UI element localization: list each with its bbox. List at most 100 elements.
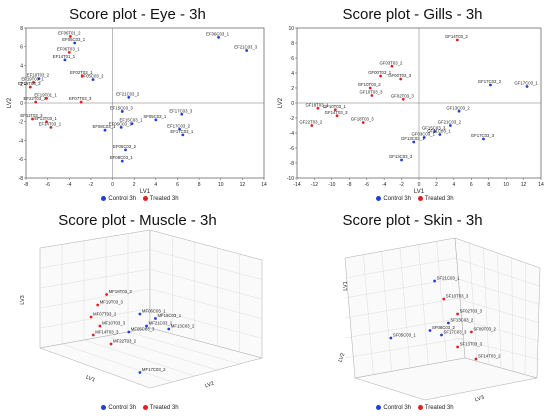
grid-line: [105, 335, 218, 371]
grid-line: [454, 337, 541, 360]
point-label: GF10T03_3: [359, 90, 383, 95]
grid-line: [399, 247, 411, 369]
data-point: [154, 118, 158, 122]
point-label: GF17C03_2: [478, 79, 502, 84]
point-label: GF21C03_1: [427, 129, 451, 134]
legend: Control 3h Treated 3h: [275, 196, 550, 202]
grid-line: [83, 339, 195, 377]
point-label: GF17C03_1: [514, 81, 538, 86]
grid-line: [61, 343, 173, 383]
point-label: MF19T03_3: [100, 300, 124, 305]
legend-treated-marker: [417, 196, 423, 201]
data-point: [470, 330, 473, 334]
data-point: [316, 106, 320, 110]
y-axis-label: LV2: [7, 97, 13, 108]
data-point: [49, 125, 53, 129]
point-label: EF15C03_1: [120, 118, 144, 123]
legend-control-label: Control 3h: [383, 196, 412, 203]
eye-panel: Score plot - Eye - 3h -8 -6 -4 -2 0 2 4 6 8 10 12 1…: [0, 0, 275, 208]
y-tick-label: 8: [20, 26, 23, 32]
legend-control-marker: [101, 405, 107, 410]
grid-line: [381, 251, 392, 372]
y-tick-label: -10: [287, 176, 294, 182]
grid-line: [39, 288, 151, 309]
data-point: [138, 371, 142, 374]
point-label: GF13C03_1: [401, 136, 425, 141]
x-tick-label: -14: [293, 182, 300, 188]
legend-control-marker: [376, 405, 382, 410]
muscle-panel: Score plot - Muscle - 3h LV1 LV3 LV2 MF17C0…: [0, 208, 275, 416]
x-tick-label: -6: [364, 182, 369, 188]
legend-treated-label: Treated 3h: [424, 405, 454, 412]
x-axis-label: LV3: [474, 395, 485, 404]
legend-treated-marker: [417, 405, 423, 410]
point-label: MF15C03_1: [157, 313, 181, 318]
data-point: [80, 74, 84, 78]
x-tick-label: -4: [67, 182, 72, 188]
data-point: [119, 125, 123, 129]
chart-title: Score plot - Eye - 3h: [69, 6, 206, 23]
z-axis-label: LV2: [204, 381, 215, 390]
point-label: EF14T01_1: [53, 54, 76, 59]
y-tick-label: -8: [290, 161, 295, 167]
point-label: GF21C03_2: [438, 120, 462, 125]
point-label: GF17C03_3: [471, 133, 495, 138]
data-point: [105, 293, 108, 296]
data-point: [525, 85, 529, 88]
data-point: [91, 333, 95, 337]
data-point: [68, 35, 72, 38]
data-point: [96, 303, 100, 307]
grid-line: [344, 297, 461, 319]
point-label: GF10T03_2: [358, 82, 382, 87]
data-point: [390, 64, 394, 68]
data-point: [422, 136, 426, 139]
point-label: SF13T03_3: [460, 342, 483, 347]
y-tick-label: 2: [20, 82, 23, 88]
data-point: [178, 127, 182, 131]
x-tick-label: 10: [218, 182, 224, 188]
x-tick-label: -2: [399, 182, 404, 188]
x-tick-label: -10: [328, 182, 335, 188]
grid-line: [149, 269, 263, 300]
point-label: MF06C03_1: [142, 309, 166, 314]
point-label: EF05C03_1: [62, 37, 86, 42]
point-label: SF02T03_3: [460, 309, 483, 314]
data-point: [73, 41, 77, 45]
data-point: [489, 83, 492, 87]
point-label: EF17C03_1: [170, 129, 194, 134]
y-axis-label: LV2: [278, 97, 284, 108]
point-label: EF06T01_2: [58, 30, 81, 35]
x-tick-label: 2: [435, 182, 438, 188]
x-tick-label: 10: [503, 182, 509, 188]
point-label: EF06T03_1: [57, 46, 80, 51]
gills-score-plot: -14 -12 -10 -8 -6 -4 -2 0 2 4 6 8 10 12 14 -10 -8 -6 -4 -2 0…: [278, 26, 544, 195]
point-label: EF15C03_3: [110, 105, 134, 110]
grid-line: [127, 331, 240, 365]
y-tick-label: -2: [19, 120, 24, 126]
data-point: [120, 159, 124, 163]
data-point: [109, 342, 113, 346]
y-tick-label: 6: [291, 56, 294, 62]
data-point: [401, 97, 405, 101]
y-tick-label: 8: [291, 41, 294, 47]
x-tick-label: -2: [89, 182, 94, 188]
data-point: [180, 112, 184, 116]
data-point: [31, 117, 34, 121]
data-point: [440, 333, 443, 337]
legend-control-label: Control 3h: [108, 405, 137, 412]
x-tick-label: -8: [24, 182, 29, 188]
data-point: [91, 78, 95, 81]
data-point: [130, 122, 134, 126]
data-point: [457, 109, 461, 113]
data-point: [448, 124, 452, 127]
x-axis-label: LV1: [140, 189, 151, 195]
data-point: [124, 148, 127, 152]
data-point: [474, 357, 478, 361]
legend-treated-marker: [142, 405, 148, 410]
x-tick-label: -12: [311, 182, 318, 188]
grid-line: [344, 257, 457, 279]
x-tick-label: 12: [240, 182, 246, 188]
data-point: [67, 50, 71, 54]
data-point: [455, 38, 459, 42]
data-point: [245, 49, 249, 52]
